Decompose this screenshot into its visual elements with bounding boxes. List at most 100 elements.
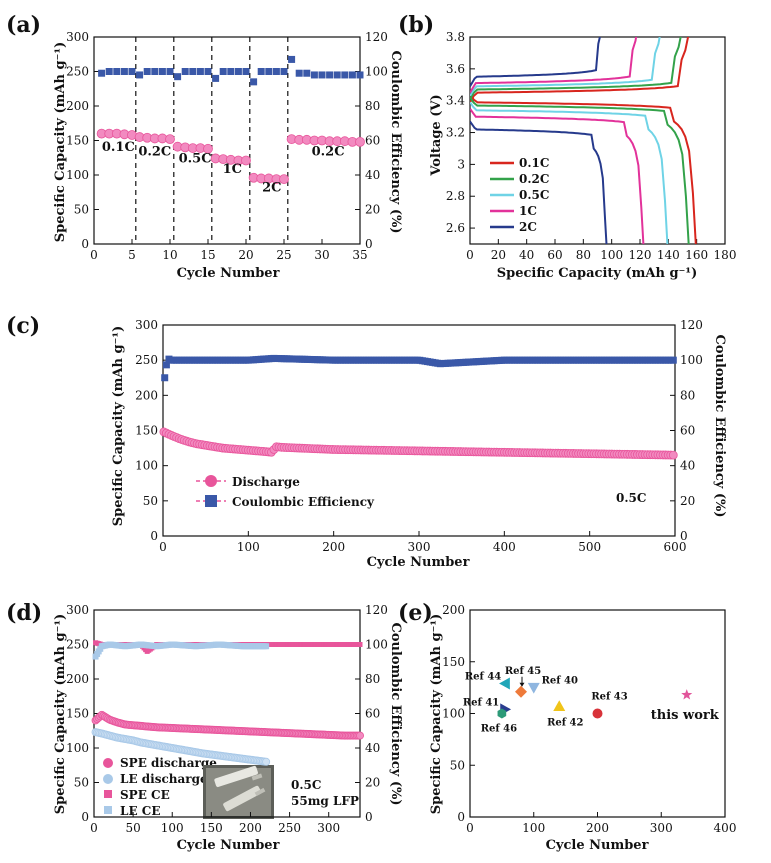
panel-d-ytick-label: 100 xyxy=(66,741,89,755)
ce-point xyxy=(333,71,341,79)
panel-a-ytick-label: 250 xyxy=(66,65,89,79)
panel-c-xtick-label: 100 xyxy=(237,540,260,554)
panel-d-xtick-label: 50 xyxy=(125,821,140,835)
panel-c-ytick-label: 250 xyxy=(135,353,158,367)
panel-a-xtick-label: 5 xyxy=(128,248,136,262)
panel-a-xtick-label: 25 xyxy=(276,248,291,262)
panel-c-y2tick-label: 20 xyxy=(680,494,695,508)
panel-d-ytick-label: 200 xyxy=(66,672,89,686)
discharge-curve-0.5C xyxy=(470,101,669,244)
discharge-point xyxy=(165,134,175,145)
panel-b-frame xyxy=(469,36,726,245)
legend-d-le-discharge-label: LE discharge xyxy=(120,772,208,786)
ce-point xyxy=(227,68,235,75)
panel-b-xtick-label: 20 xyxy=(491,248,506,262)
panel-e-label: (e) xyxy=(398,600,433,626)
panel-e-xtick-label: 400 xyxy=(714,821,737,835)
panel-b-xtick-label: 0 xyxy=(466,248,474,262)
panel-e-ylabel: Specific Capacity (mAh g⁻¹) xyxy=(429,614,444,814)
panel-d-ytick-label: 150 xyxy=(66,707,89,721)
charge-curve-0.5C xyxy=(470,37,661,97)
panel-c-xtick-label: 500 xyxy=(578,540,601,554)
charge-curve-2C xyxy=(470,37,601,87)
panel-d-y2tick-label: 60 xyxy=(365,707,380,721)
ce-point xyxy=(113,68,121,75)
panel-c-y2tick-label: 0 xyxy=(680,529,688,543)
ce-point xyxy=(212,74,220,82)
panel-e-xtick-label: 300 xyxy=(650,821,673,835)
spe-ce-point xyxy=(357,642,363,647)
panel-a-ytick-label: 300 xyxy=(66,30,89,44)
panel-a-ytick-label: 200 xyxy=(66,99,89,113)
panel-d-xtick-label: 250 xyxy=(278,821,301,835)
panel-c-y2tick-label: 80 xyxy=(680,388,695,402)
panel-b-xtick-label: 60 xyxy=(547,248,562,262)
panel-c-y2tick-label: 100 xyxy=(680,353,703,367)
ce-point xyxy=(669,356,677,364)
panel-c-xtick-label: 400 xyxy=(493,540,516,554)
ref-45-arrow-head xyxy=(519,682,525,687)
ce-point xyxy=(272,68,280,75)
panel-d-xtick-label: 100 xyxy=(161,821,184,835)
legend-b-label-1C: 1C xyxy=(519,204,537,218)
panel-b-ylabel: Voltage (V) xyxy=(429,94,444,176)
panel-b-ytick-label: 3 xyxy=(457,157,465,171)
panel-c-y2tick-label: 60 xyxy=(680,424,695,438)
panel-d-xtick-label: 200 xyxy=(239,821,262,835)
panel-a-ytick-label: 50 xyxy=(74,203,89,217)
legend-d-spe-ce-label: SPE CE xyxy=(120,788,170,802)
panel-d-y2tick-label: 20 xyxy=(365,776,380,790)
panel-b-xtick-label: 180 xyxy=(714,248,737,262)
legend-d-spe-ce-marker xyxy=(104,790,112,798)
panel-a-y2tick-label: 120 xyxy=(365,30,388,44)
panel-e-ytick-label: 50 xyxy=(450,758,465,772)
panel-a-ytick-label: 0 xyxy=(81,237,89,251)
discharge-point xyxy=(355,136,365,147)
panel-d-axes xyxy=(93,609,361,818)
pouch-cell-2 xyxy=(223,785,262,812)
panel-a-y2tick-label: 40 xyxy=(365,168,380,182)
rate-label: 0.5C xyxy=(179,152,212,167)
panel-d-y2tick-label: 40 xyxy=(365,741,380,755)
panel-c-ytick-label: 300 xyxy=(135,318,158,332)
ref-marker-Ref 43 xyxy=(592,708,603,719)
ref-marker-Ref 42 xyxy=(553,700,566,712)
legend-d-le-ce-label: LE CE xyxy=(120,804,160,818)
panel-d-xtick-label: 300 xyxy=(317,821,340,835)
ce-point-first xyxy=(161,374,169,382)
panel-e-axes xyxy=(469,609,726,818)
ce-point xyxy=(120,68,128,75)
ref-label-Ref 44: Ref 44 xyxy=(465,671,501,682)
panel-a-y2tick-label: 100 xyxy=(365,65,388,79)
panel-d-y2tick-label: 0 xyxy=(365,810,373,824)
panel-d-y2tick-label: 100 xyxy=(365,638,388,652)
panel-b-xtick-label: 140 xyxy=(657,248,680,262)
cell-photo xyxy=(203,765,274,819)
charge-curve-1C xyxy=(470,37,638,94)
panel-b-xtick-label: 100 xyxy=(600,248,623,262)
panel-a-xtick-label: 10 xyxy=(162,248,177,262)
ce-point xyxy=(341,71,349,79)
panel-d-ytick-label: 250 xyxy=(66,638,89,652)
ce-point xyxy=(158,68,166,75)
panel-a-xlabel: Cycle Number xyxy=(177,266,280,281)
ref-marker-Ref 44 xyxy=(499,677,510,690)
ce-point xyxy=(105,68,113,75)
panel-c-y2tick-label: 40 xyxy=(680,459,695,473)
legend-d-spe-discharge-label: SPE discharge xyxy=(120,756,217,770)
panel-a-y2tick-label: 80 xyxy=(365,99,380,113)
legend-b-label-0.2C: 0.2C xyxy=(519,172,549,186)
ce-point xyxy=(166,68,174,75)
panel-d-xtick-label: 150 xyxy=(200,821,223,835)
ref-marker-Ref 45 xyxy=(515,685,527,698)
ce-point xyxy=(219,68,227,75)
ce-point xyxy=(143,68,151,75)
panel-d-legend: SPE discharge LE discharge SPE CE LE CE xyxy=(103,756,217,818)
charge-curve-0.1C xyxy=(470,37,690,103)
panel-c-xtick-label: 0 xyxy=(159,540,167,554)
le-ce-point xyxy=(263,643,270,650)
discharge-point xyxy=(668,450,678,460)
panel-a-ytick-label: 100 xyxy=(66,168,89,182)
ce-point xyxy=(303,69,311,77)
ref-label-Ref 46: Ref 46 xyxy=(481,724,517,735)
